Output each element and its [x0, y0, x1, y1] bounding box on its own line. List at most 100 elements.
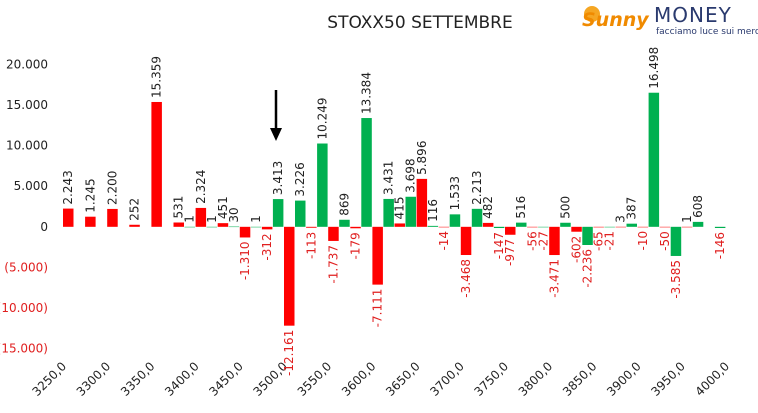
x-tick-label: 3400,0: [162, 359, 202, 399]
bar: [549, 226, 560, 256]
value-label: -1.310: [238, 241, 252, 280]
bar: [339, 219, 350, 227]
value-label: -113: [304, 232, 318, 259]
value-label: 1: [680, 215, 694, 223]
bar: [272, 199, 284, 227]
value-label: 116: [426, 199, 440, 222]
value-label: 451: [216, 196, 230, 219]
y-tick-label: 0: [40, 220, 48, 234]
value-label: -27: [536, 231, 550, 251]
value-label: 2.200: [105, 171, 119, 205]
bar: [714, 226, 726, 229]
bar: [670, 226, 682, 256]
value-label: 516: [514, 196, 528, 219]
bar: [405, 196, 416, 227]
value-label: -56: [525, 231, 539, 251]
x-tick-label: 3950,0: [648, 359, 688, 399]
bar: [228, 226, 240, 228]
value-label: 5.896: [415, 141, 429, 175]
bar: [394, 223, 405, 227]
bar: [284, 226, 295, 326]
x-tick-label: 3600,0: [339, 359, 379, 399]
arrow-head: [270, 128, 282, 141]
bar: [659, 226, 671, 228]
bar: [107, 208, 118, 227]
bar: [195, 207, 207, 227]
value-label: -146: [713, 232, 727, 259]
value-label: -1.737: [326, 245, 340, 284]
value-label: 3.431: [382, 161, 396, 195]
value-label: 387: [625, 197, 639, 220]
bar: [582, 226, 593, 245]
value-label: -3.585: [669, 260, 683, 299]
bar: [449, 214, 461, 227]
bar: [239, 226, 251, 238]
bar: [692, 221, 704, 227]
bar: [604, 226, 615, 228]
bar: [306, 226, 317, 228]
bar: [261, 226, 273, 230]
value-label: 608: [691, 195, 705, 218]
value-label: -147: [492, 232, 506, 259]
bar: [217, 223, 229, 227]
y-tick-label: (15.000): [0, 342, 48, 356]
bar: [626, 223, 637, 227]
value-label: -12.161: [282, 330, 296, 376]
value-label: 16.498: [647, 47, 661, 89]
bar: [482, 222, 494, 227]
bar: [571, 226, 582, 232]
bar: [173, 222, 184, 227]
value-label: -602: [570, 236, 584, 263]
bar: [593, 226, 604, 228]
value-label: 1: [183, 215, 197, 223]
x-tick-label: 3900,0: [604, 359, 644, 399]
value-label: 2.213: [470, 170, 484, 204]
x-tick-label: 4000,0: [693, 359, 733, 399]
bar: [361, 118, 372, 227]
x-tick-label: 3300,0: [74, 359, 114, 399]
value-label: 1.533: [448, 176, 462, 210]
bar: [63, 208, 74, 227]
x-tick-label: 3350,0: [118, 359, 158, 399]
bar: [516, 222, 527, 227]
value-label: -2.236: [581, 249, 595, 288]
bar: [493, 226, 505, 229]
x-tick-label: 3700,0: [427, 359, 467, 399]
bar: [681, 226, 693, 228]
value-label: -3.471: [547, 259, 561, 298]
bar: [350, 226, 361, 229]
value-label: -21: [603, 231, 617, 251]
value-label: 500: [558, 196, 572, 219]
bar: [328, 226, 339, 241]
value-label: -312: [260, 233, 274, 260]
bar: [416, 178, 428, 227]
y-tick-label: (10.000): [0, 301, 48, 315]
bar: [637, 226, 649, 228]
chart-title: STOXX50 SETTEMBRE: [327, 13, 512, 33]
value-label: 3: [614, 215, 628, 223]
bar: [527, 226, 538, 228]
value-label: 3.698: [404, 158, 418, 192]
value-label: -977: [503, 239, 517, 266]
y-tick-label: 15.000: [6, 98, 48, 112]
bar: [85, 216, 96, 227]
value-label: -65: [592, 231, 606, 251]
value-label: -3.468: [459, 259, 473, 298]
value-label: 1: [249, 215, 263, 223]
bar: [383, 198, 394, 227]
bar: [648, 92, 660, 227]
bar: [471, 208, 483, 227]
value-label: 482: [481, 196, 495, 219]
value-label: 2.243: [61, 170, 75, 204]
logo-sun: [584, 6, 600, 22]
logo-tagline: facciamo luce sui mercati: [656, 27, 758, 37]
value-label: 1.245: [83, 178, 97, 212]
bar: [460, 226, 472, 256]
y-tick-label: 5.000: [14, 179, 48, 193]
value-label: 15.359: [150, 56, 164, 98]
value-label: 1: [205, 215, 219, 223]
bar: [129, 224, 140, 227]
value-label: -14: [437, 231, 451, 251]
value-label: -7.111: [371, 289, 385, 328]
